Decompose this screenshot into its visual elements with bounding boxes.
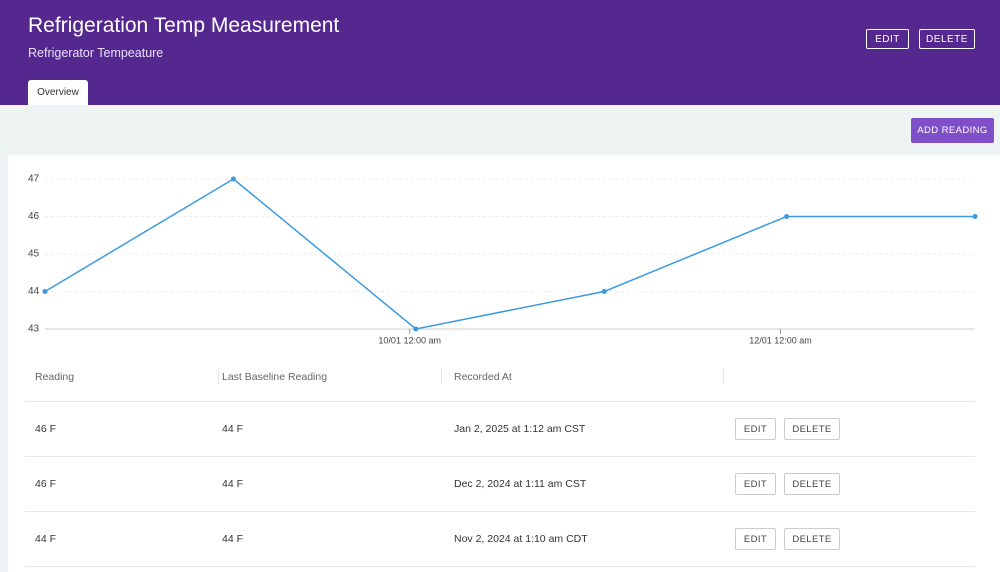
table-cell: 44 F [222,533,244,545]
data-point [601,289,607,294]
column-header: Last Baseline Reading [222,371,328,383]
edit-button[interactable]: EDIT [866,29,909,49]
column-header: Recorded At [454,371,512,383]
x-tick-label: 10/01 12:00 am [378,335,441,345]
subtitle: Refrigerator Tempeature [28,46,164,60]
row-delete-button[interactable]: DELETE [784,528,840,550]
row-edit-button[interactable]: EDIT [735,418,776,440]
card [8,155,1000,572]
data-point [42,289,48,294]
row-edit-button[interactable]: EDIT [735,528,776,550]
table-cell: Jan 2, 2025 at 1:12 am CST [454,423,586,435]
table-cell: 44 F [222,423,244,435]
row-edit-button[interactable]: EDIT [735,473,776,495]
row-delete-button[interactable]: DELETE [784,473,840,495]
add-reading-button[interactable]: ADD READING [911,118,994,143]
column-divider [218,368,219,384]
column-header: Reading [35,371,75,383]
row-divider [25,511,975,512]
column-divider [441,368,442,384]
column-divider [723,368,724,384]
data-point [784,214,790,219]
y-tick-label: 45 [28,249,40,260]
data-point [972,214,978,219]
table-cell: 46 F [35,478,57,490]
y-tick-label: 46 [28,211,40,222]
row-divider [25,401,975,402]
table-cell: Nov 2, 2024 at 1:10 am CDT [454,533,588,545]
y-tick-label: 43 [28,324,40,335]
y-tick-label: 44 [28,286,40,297]
row-divider [25,456,975,457]
page-title: Refrigeration Temp Measurement [28,14,340,37]
data-point [413,326,419,332]
table-cell: 44 F [35,533,57,545]
table-cell: Dec 2, 2024 at 1:11 am CST [454,478,587,490]
table-cell: 44 F [222,478,244,490]
delete-button[interactable]: DELETE [919,29,975,49]
header: Refrigeration Temp Measurement Refrigera… [0,0,1000,105]
overview-tab[interactable]: Overview [28,80,88,105]
data-point [230,176,236,182]
y-tick-label: 47 [28,174,40,185]
series-line [44,178,975,330]
table-cell: 46 F [35,423,57,435]
row-divider [25,566,975,567]
row-delete-button[interactable]: DELETE [784,418,840,440]
x-tick-label: 12/01 12:00 am [749,335,812,345]
